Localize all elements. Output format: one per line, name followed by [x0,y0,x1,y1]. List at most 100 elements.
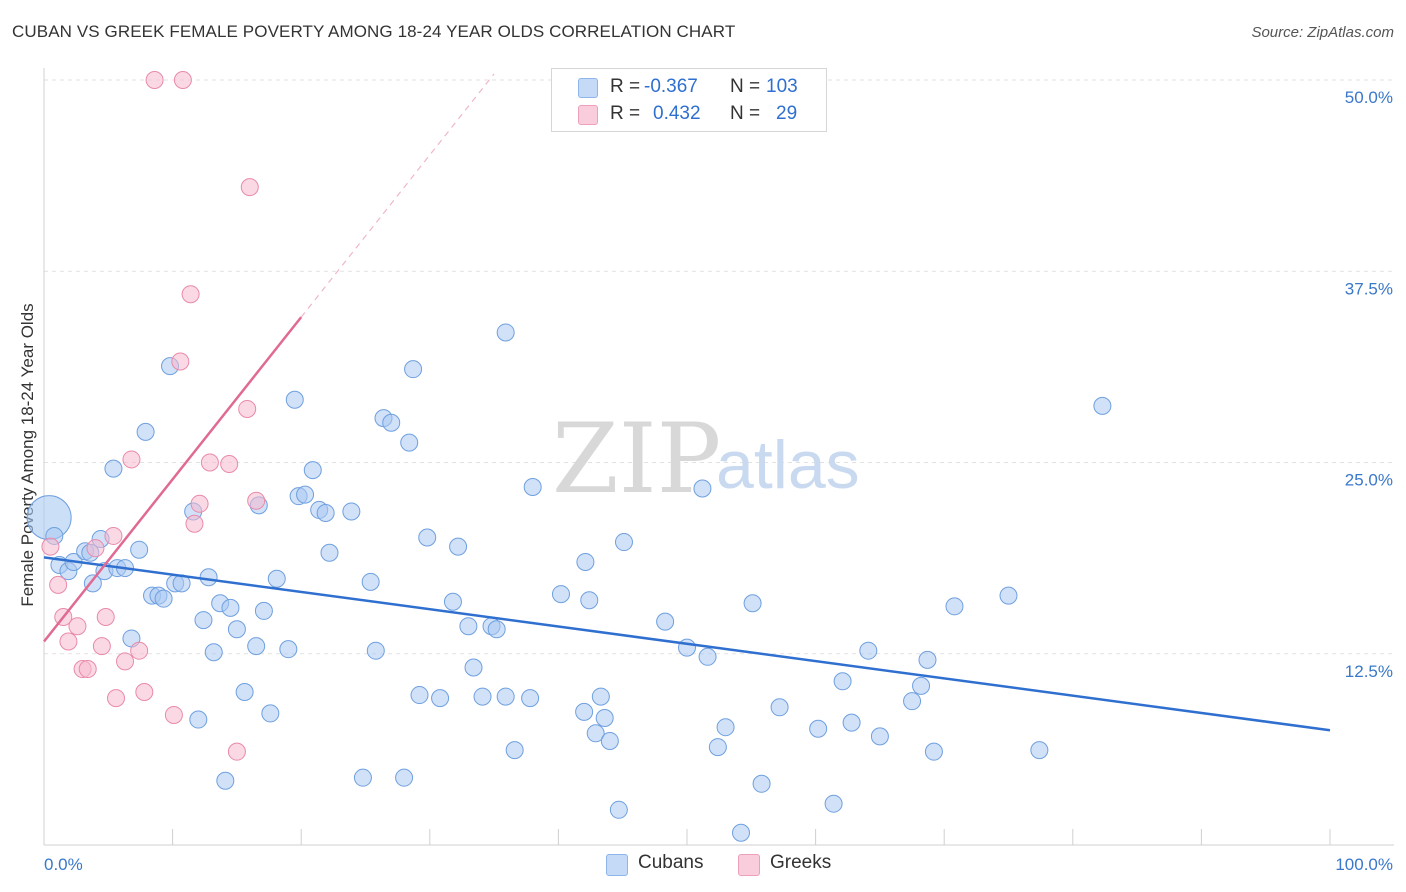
cubans-point [708,738,727,757]
cubans-point [227,620,246,639]
cubans-point [595,709,614,728]
tick-labels: 12.5% 25.0% 37.5% 50.0% 0.0% 100.0% [44,88,1393,874]
greeks-point [59,632,78,651]
cubans-point [912,676,931,695]
greeks-point [190,494,209,513]
cubans-point [505,741,524,760]
greeks-trend-line [43,316,303,643]
cubans-point [496,323,515,342]
greeks-point [68,617,87,636]
cubans-point [136,422,155,441]
cubans-point [842,713,861,732]
cubans-point [449,537,468,556]
greeks-points [41,71,266,761]
cubans-point [296,485,315,504]
legend-n-label: N = [730,103,761,124]
legend-r-value: -0.367 [644,76,698,97]
cubans-point [732,823,751,842]
y-tick-label: 25.0% [1345,471,1393,490]
trend-lines [43,73,1331,732]
cubans-point [918,650,937,669]
cubans-point [473,687,492,706]
cubans-trend-line [43,556,1331,732]
cubans-point [859,641,878,660]
cubans-point [261,704,280,723]
gridlines [44,79,1394,655]
cubans-point [189,710,208,729]
cubans-point [400,433,419,452]
cubans-point [254,601,273,620]
axes [43,68,1394,846]
cubans-legend-label: Cubans [638,852,704,873]
cubans-point [279,640,298,659]
cubans-point [999,586,1018,605]
source-label: Source: ZipAtlas.com [1251,24,1394,41]
greeks-point [116,652,135,671]
y-tick-label: 37.5% [1345,279,1393,298]
cubans-point [130,540,149,559]
cubans-point [267,569,286,588]
cubans-points [26,323,1112,842]
cubans-point [698,647,717,666]
cubans-point [521,689,540,708]
x-tick-label: 0.0% [44,855,83,874]
greeks-point [227,742,246,761]
cubans-point [83,574,102,593]
cubans-point [199,568,218,587]
cubans-point [870,727,889,746]
greeks-point [240,178,259,197]
greeks-point [49,575,68,594]
greeks-point [185,514,204,533]
greeks-point [104,526,123,545]
watermark-atlas: atlas [716,427,860,503]
cubans-point [609,800,628,819]
cubans-point [586,724,605,743]
cubans-point [496,687,515,706]
cubans-point [693,479,712,498]
greeks-point [181,285,200,304]
greeks-point [96,608,115,627]
legend-n-label: N = [730,76,761,97]
greeks-point [171,352,190,371]
cubans-point [247,637,266,656]
cubans-point [716,718,735,737]
greeks-point [164,705,183,724]
cubans-point [316,503,335,522]
cubans-point [464,658,483,677]
legend-r-label: R = [610,103,641,124]
cubans-point [204,643,223,662]
greeks-point [145,71,164,89]
cubans-point [656,612,675,631]
cubans-point [285,390,304,409]
greeks-point [200,453,219,472]
greeks-point [107,689,126,708]
cubans-point [194,611,213,630]
greeks-point [122,450,141,469]
legend-n-value: 103 [766,76,798,97]
cubans-point [600,731,619,750]
cubans-point [154,589,173,608]
cubans-point [551,585,570,604]
correlation-legend: R = -0.367 N = 103 R = 0.432 N = 29 [551,68,827,132]
cubans-legend-swatch [606,854,628,876]
cubans-point [576,552,595,571]
greeks-point [78,660,97,679]
y-tick-label: 12.5% [1345,662,1393,681]
legend-n-value: 29 [776,103,798,124]
cubans-point [382,413,401,432]
chart-title: CUBAN VS GREEK FEMALE POVERTY AMONG 18-2… [12,22,736,41]
greeks-point [41,537,60,556]
cubans-point [361,572,380,591]
cubans-point [431,689,450,708]
cubans-point [303,461,322,480]
cubans-point [366,641,385,660]
cubans-point [523,477,542,496]
legend-row-greeks: R = 0.432 N = 29 [552,101,826,127]
greeks-point [92,637,111,656]
cubans-point [342,502,361,521]
cubans-point [487,620,506,639]
cubans-point [614,533,633,552]
greeks-point [135,683,154,701]
cubans-point [945,597,964,616]
